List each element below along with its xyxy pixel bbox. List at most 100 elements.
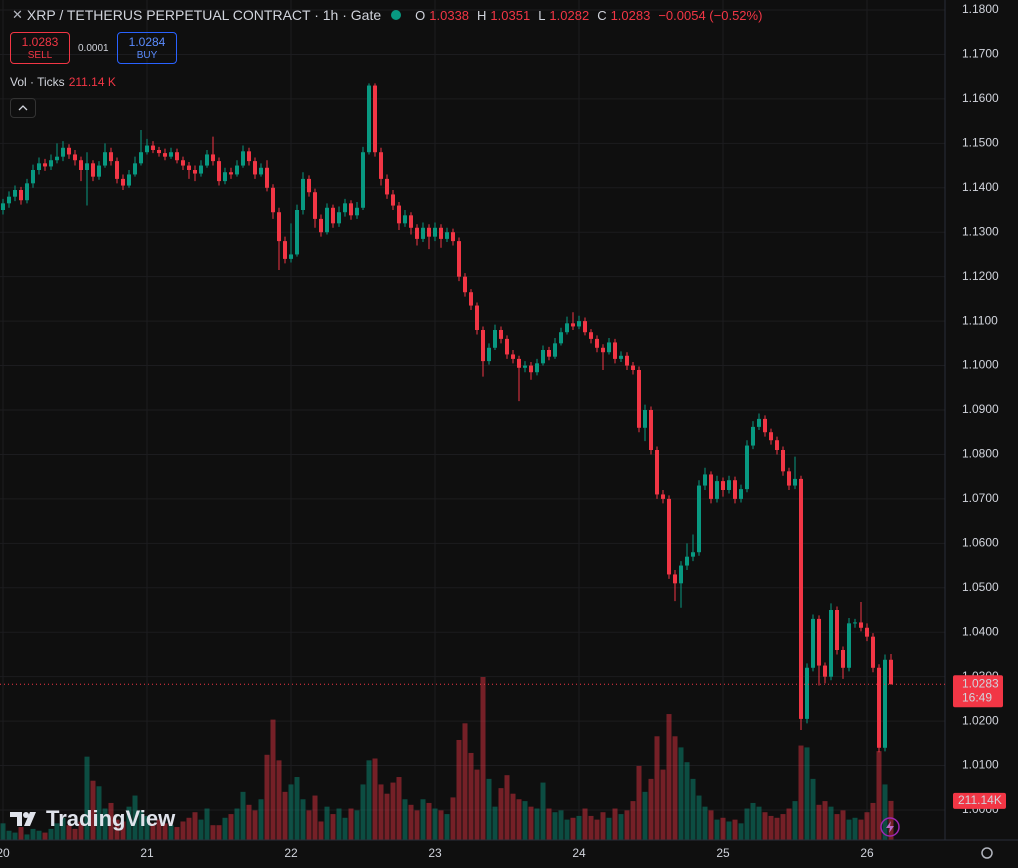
volume-bar xyxy=(600,812,606,840)
candle-body xyxy=(817,618,821,666)
candle-body xyxy=(655,450,659,495)
candle-body xyxy=(163,153,167,157)
candle-body xyxy=(553,343,557,357)
y-tick-label: 1.1400 xyxy=(962,180,999,194)
settings-icon[interactable] xyxy=(981,847,993,859)
candle-layer xyxy=(1,83,893,753)
candle-body xyxy=(709,474,713,499)
volume-bar xyxy=(72,828,78,840)
volume-bar xyxy=(498,788,504,840)
candle-body xyxy=(427,227,431,237)
low-value: 1.0282 xyxy=(549,7,590,23)
last-price-badge xyxy=(953,675,1003,708)
volume-bar xyxy=(570,817,576,840)
candle-body xyxy=(505,338,509,355)
volume-bar xyxy=(876,751,882,840)
candle-body xyxy=(535,363,539,373)
candle-body xyxy=(637,370,641,428)
volume-bar xyxy=(96,786,102,840)
candle-body xyxy=(595,338,599,348)
y-tick-label: 1.1800 xyxy=(962,2,999,16)
volume-bar xyxy=(84,756,90,840)
volume-bar xyxy=(414,810,420,840)
volume-bar xyxy=(708,810,714,840)
alert-icon[interactable] xyxy=(880,817,900,837)
candle-body xyxy=(877,667,881,748)
candle-body xyxy=(301,178,305,210)
volume-bar xyxy=(702,806,708,840)
volume-bar xyxy=(108,802,114,840)
buy-label: BUY xyxy=(136,50,158,61)
volume-bar xyxy=(264,754,270,840)
volume-bar xyxy=(618,814,624,840)
volume-bar xyxy=(330,814,336,840)
candle-body xyxy=(463,276,467,293)
candle-body xyxy=(283,241,287,259)
collapse-icon xyxy=(18,105,28,111)
watermark-text: TradingView xyxy=(46,806,176,831)
volume-bar xyxy=(576,815,582,840)
candle-body xyxy=(49,160,53,167)
candle-body xyxy=(679,565,683,584)
candle-body xyxy=(661,494,665,499)
volume-bar xyxy=(774,817,780,840)
y-tick-label: 1.0600 xyxy=(962,536,999,550)
alert-bolt xyxy=(886,821,894,833)
volume-bar xyxy=(882,784,888,840)
volume-bar xyxy=(222,817,228,840)
volume-bar xyxy=(384,793,390,840)
low-label: L xyxy=(538,7,546,23)
candle-body xyxy=(259,167,263,175)
candle-body xyxy=(343,203,347,213)
volume-bar xyxy=(516,799,522,840)
candle-body xyxy=(475,305,479,330)
header: ✕ XRP / TETHERUS PERPETUAL CONTRACT · 1h… xyxy=(12,7,762,23)
volume-bar xyxy=(654,736,660,840)
candle-body xyxy=(799,478,803,719)
candle-body xyxy=(673,574,677,584)
volume-bar xyxy=(18,827,24,840)
spread: 0.0001 xyxy=(78,43,109,54)
volume-bar xyxy=(48,828,54,840)
candle-body xyxy=(325,207,329,233)
volume-bar xyxy=(324,806,330,840)
volume-bar xyxy=(678,747,684,840)
volume-bar xyxy=(300,799,306,840)
volume-legend: Vol · Ticks 211.14 K xyxy=(10,75,116,89)
close-icon[interactable]: ✕ xyxy=(12,7,23,22)
candle-body xyxy=(643,410,647,428)
high-label: H xyxy=(477,7,487,23)
candle-body xyxy=(85,163,89,170)
candle-body xyxy=(457,241,461,277)
candle-body xyxy=(451,232,455,242)
candle-body xyxy=(73,154,77,161)
volume-bar xyxy=(642,791,648,840)
y-tick-label: 1.0500 xyxy=(962,580,999,594)
volume-bar xyxy=(42,832,48,840)
candle-body xyxy=(607,342,611,353)
volume-bar xyxy=(438,810,444,840)
volume-bar xyxy=(864,812,870,840)
volume-bar xyxy=(714,819,720,840)
x-tick-label: 24 xyxy=(572,846,586,860)
candle-body xyxy=(271,187,275,213)
volume-bar xyxy=(234,808,240,840)
volume-bar xyxy=(252,810,258,840)
volume-bar xyxy=(468,752,474,840)
candle-body xyxy=(151,145,155,150)
volume-bar xyxy=(474,769,480,840)
candle-body xyxy=(253,161,257,175)
volume-bar xyxy=(846,819,852,840)
volume-bar xyxy=(798,745,804,840)
collapse-button[interactable] xyxy=(10,98,36,118)
volume-bar xyxy=(606,817,612,840)
buy-button[interactable]: 1.0284 BUY xyxy=(117,32,177,64)
sell-button[interactable]: 1.0283 SELL xyxy=(10,32,70,64)
candle-body xyxy=(571,323,575,327)
candle-body xyxy=(433,227,437,237)
volume-bar xyxy=(276,760,282,840)
volume-bar xyxy=(120,821,126,840)
volume-bar xyxy=(420,799,426,840)
